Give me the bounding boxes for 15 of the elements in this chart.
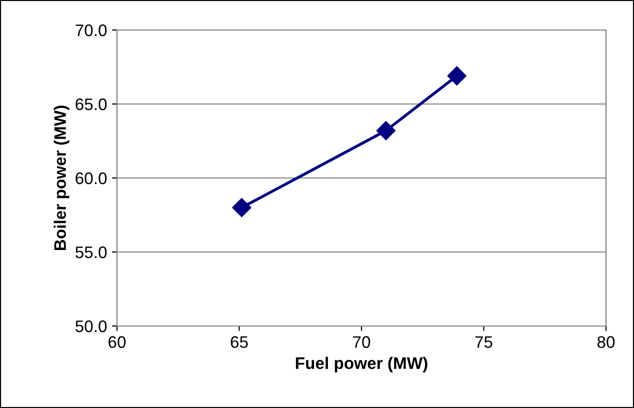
y-tick-label: 60.0 xyxy=(76,172,107,184)
y-tick-label: 55.0 xyxy=(76,246,107,258)
x-axis-title: Fuel power (MW) xyxy=(296,356,428,372)
y-tick-label: 65.0 xyxy=(76,98,107,110)
y-tick-label: 50.0 xyxy=(76,320,107,332)
point xyxy=(232,198,252,218)
point xyxy=(447,66,466,86)
x-tick-label: 75 xyxy=(475,336,492,348)
x-tick-label: 60 xyxy=(108,336,126,348)
y-tick-label: 70.0 xyxy=(76,24,107,36)
y-axis-title: Boiler power (MW) xyxy=(54,106,70,250)
x-tick-label: 70 xyxy=(353,336,370,348)
x-tick-label: 65 xyxy=(230,336,248,348)
x-tick-label: 80 xyxy=(597,336,615,348)
point xyxy=(376,121,396,140)
